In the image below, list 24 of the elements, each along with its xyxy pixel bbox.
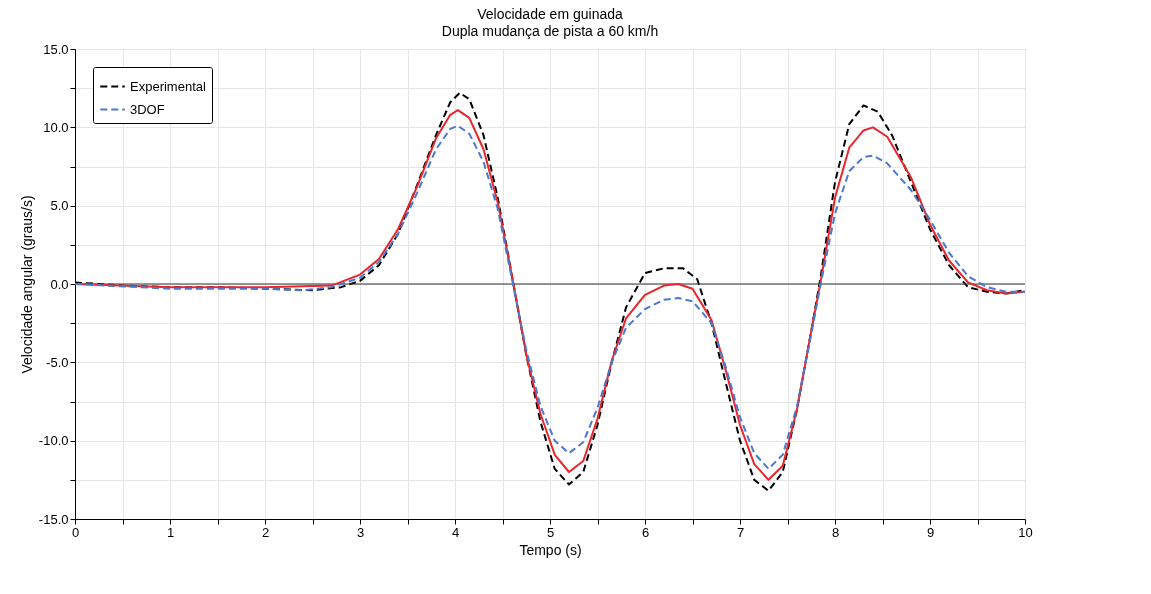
y-axis-title: Velocidade angular (graus/s) — [18, 195, 35, 374]
x-tick-label: 8 — [831, 524, 840, 540]
x-tick-label: 1 — [166, 524, 175, 540]
legend-label: 3DOF — [130, 101, 165, 117]
y-tick-label: -10.0 — [38, 433, 69, 449]
y-tick-label: -15.0 — [38, 511, 69, 527]
x-axis-title: Tempo (s) — [519, 541, 582, 558]
legend-label: Experimental — [130, 78, 206, 94]
y-tick-label: 0.0 — [50, 276, 69, 292]
x-tick-label: 0 — [71, 524, 80, 540]
y-tick-label: -5.0 — [46, 354, 69, 370]
y-tick-label: 10.0 — [43, 119, 69, 135]
chart-title: Velocidade em guinada — [477, 6, 623, 22]
y-tick-label: 15.0 — [43, 41, 69, 57]
x-tick-label: 6 — [641, 524, 650, 540]
x-tick-label: 4 — [451, 524, 460, 540]
x-tick-label: 10 — [1018, 524, 1033, 540]
x-tick-label: 3 — [356, 524, 365, 540]
x-tick-label: 9 — [926, 524, 935, 540]
x-tick-label: 7 — [736, 524, 745, 540]
x-tick-label: 2 — [261, 524, 270, 540]
chart-subtitle: Dupla mudança de pista a 60 km/h — [441, 23, 659, 39]
y-tick-label: 5.0 — [50, 198, 69, 214]
x-tick-label: 5 — [546, 524, 555, 540]
